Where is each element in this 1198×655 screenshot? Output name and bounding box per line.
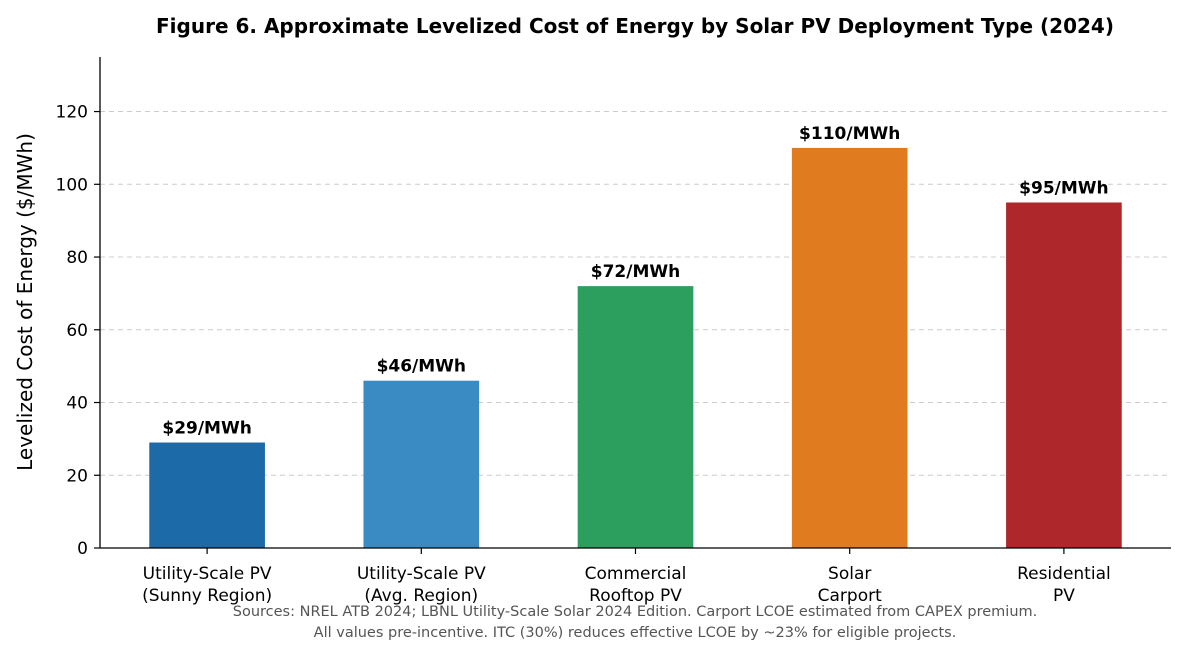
x-tick-label: Rooftop PV bbox=[589, 586, 682, 606]
x-tick-label: Solar bbox=[828, 564, 871, 584]
y-tick-label: 120 bbox=[56, 103, 88, 123]
x-tick-label: Utility-Scale PV bbox=[357, 564, 486, 584]
footnote-line-1: Sources: NREL ATB 2024; LBNL Utility-Sca… bbox=[233, 604, 1038, 620]
bar bbox=[577, 286, 694, 548]
x-tick-label: Commercial bbox=[585, 564, 687, 584]
bars: $29/MWh $46/MWh $72/MWh $110/MWh $95/MWh bbox=[149, 124, 1122, 549]
bar bbox=[363, 380, 480, 548]
y-tick-label: 60 bbox=[66, 321, 88, 341]
y-tick-label: 20 bbox=[66, 466, 88, 486]
x-tick-label: (Avg. Region) bbox=[364, 586, 478, 606]
bar bbox=[149, 442, 265, 548]
x-tick-label: PV bbox=[1053, 586, 1075, 606]
data-label: $95/MWh bbox=[1019, 178, 1108, 198]
chart-title: Figure 6. Approximate Levelized Cost of … bbox=[156, 14, 1114, 38]
data-label: $72/MWh bbox=[591, 262, 680, 282]
x-tick-label: Residential bbox=[1017, 564, 1111, 584]
x-tick-label: (Sunny Region) bbox=[142, 586, 272, 606]
y-tick-label: 80 bbox=[66, 248, 88, 268]
data-label: $46/MWh bbox=[377, 357, 466, 377]
footnote-line-2: All values pre-incentive. ITC (30%) redu… bbox=[314, 625, 957, 641]
data-label: $110/MWh bbox=[799, 124, 900, 144]
x-tick-label: Utility-Scale PV bbox=[143, 564, 272, 584]
bar bbox=[1006, 202, 1122, 548]
y-tick-label: 100 bbox=[56, 175, 88, 195]
bar bbox=[791, 147, 908, 549]
y-tick-label: 0 bbox=[77, 539, 88, 559]
x-tick-label: Carport bbox=[818, 586, 882, 606]
data-label: $29/MWh bbox=[162, 419, 251, 439]
y-axis-label: Levelized Cost of Energy ($/MWh) bbox=[13, 133, 37, 471]
y-tick-label: 40 bbox=[66, 394, 88, 414]
